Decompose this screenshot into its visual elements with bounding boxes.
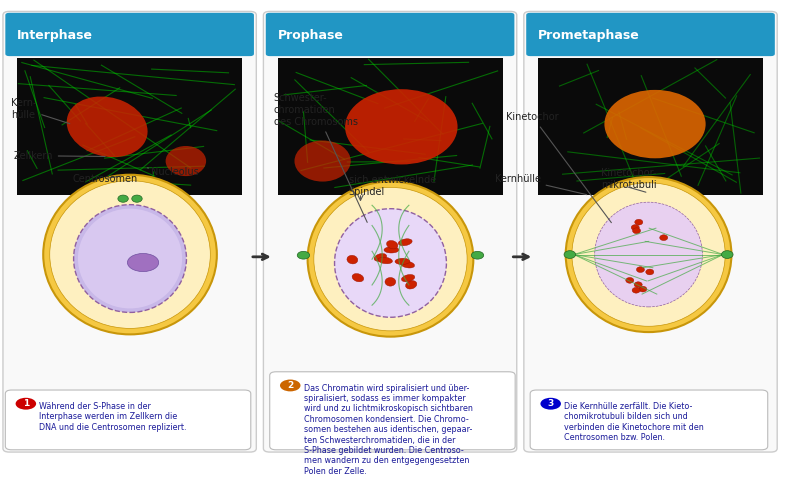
Ellipse shape [604, 90, 706, 158]
Ellipse shape [395, 258, 410, 265]
Text: Nucleolus: Nucleolus [147, 167, 199, 177]
Text: Kern-
hülle: Kern- hülle [11, 98, 70, 123]
Circle shape [16, 398, 36, 410]
Circle shape [128, 253, 158, 271]
FancyBboxPatch shape [530, 390, 767, 450]
Bar [278, 58, 503, 195]
Ellipse shape [78, 209, 182, 308]
Circle shape [540, 398, 561, 410]
Ellipse shape [406, 281, 417, 289]
Text: Kinetochor: Kinetochor [507, 112, 611, 222]
FancyBboxPatch shape [6, 390, 251, 450]
Ellipse shape [378, 257, 393, 264]
FancyBboxPatch shape [524, 11, 777, 452]
Bar [530, 15, 771, 43]
Ellipse shape [626, 277, 634, 283]
Ellipse shape [118, 195, 128, 202]
Text: Zellkern: Zellkern [13, 151, 105, 161]
FancyBboxPatch shape [266, 13, 514, 56]
Ellipse shape [471, 251, 484, 259]
Ellipse shape [44, 175, 217, 334]
Ellipse shape [67, 97, 147, 157]
FancyBboxPatch shape [270, 372, 515, 450]
Ellipse shape [166, 146, 206, 176]
Ellipse shape [334, 209, 447, 317]
Ellipse shape [345, 89, 458, 165]
Text: 3: 3 [547, 399, 554, 408]
Ellipse shape [565, 177, 732, 332]
Ellipse shape [398, 239, 412, 245]
FancyBboxPatch shape [3, 11, 257, 452]
Ellipse shape [386, 241, 398, 249]
Ellipse shape [572, 183, 725, 326]
Ellipse shape [402, 274, 415, 282]
Ellipse shape [632, 288, 640, 293]
Text: Das Chromatin wird spiralisiert und über-
spiralisiert, sodass es immer kompakte: Das Chromatin wird spiralisiert und über… [303, 384, 473, 476]
Bar [270, 15, 510, 43]
FancyBboxPatch shape [6, 13, 254, 56]
Ellipse shape [634, 220, 643, 225]
Ellipse shape [631, 224, 639, 230]
Bar [10, 15, 250, 43]
Ellipse shape [660, 235, 668, 241]
Ellipse shape [352, 273, 364, 282]
Text: Prometaphase: Prometaphase [538, 29, 640, 42]
Ellipse shape [374, 253, 386, 261]
Ellipse shape [347, 255, 358, 264]
FancyBboxPatch shape [264, 11, 516, 452]
Text: Kernhülle: Kernhülle [495, 173, 587, 195]
FancyBboxPatch shape [526, 13, 775, 56]
Text: Interphase: Interphase [17, 29, 93, 42]
Ellipse shape [297, 251, 310, 259]
Ellipse shape [307, 182, 474, 337]
Ellipse shape [50, 181, 211, 328]
Ellipse shape [595, 202, 703, 307]
Bar [17, 58, 242, 195]
Ellipse shape [645, 269, 654, 275]
Text: Die Kernhülle zerfällt. Die Kieto-
chomikrotubuli bilden sich und
verbinden die : Die Kernhülle zerfällt. Die Kieto- chomi… [564, 402, 704, 442]
Ellipse shape [314, 187, 467, 331]
Ellipse shape [637, 267, 645, 272]
Text: Schwester-
chromatiden
des Chromosoms: Schwester- chromatiden des Chromosoms [274, 94, 367, 222]
Text: Während der S-Phase in der
Interphase werden im Zellkern die
DNA und die Centros: Während der S-Phase in der Interphase we… [40, 402, 187, 432]
Ellipse shape [722, 251, 733, 258]
Text: Prophase: Prophase [278, 29, 344, 42]
Ellipse shape [74, 205, 186, 313]
Text: Centrosomen: Centrosomen [72, 173, 138, 184]
Ellipse shape [634, 282, 642, 288]
Text: 1: 1 [23, 399, 29, 408]
Text: 2: 2 [287, 381, 293, 390]
Ellipse shape [131, 195, 143, 202]
Ellipse shape [384, 247, 399, 253]
Ellipse shape [633, 228, 641, 234]
Text: sich entwickelnde
Spindel: sich entwickelnde Spindel [348, 175, 436, 197]
Ellipse shape [564, 251, 576, 258]
Ellipse shape [385, 277, 396, 286]
Ellipse shape [639, 286, 647, 292]
Bar [538, 58, 763, 195]
Ellipse shape [295, 141, 351, 182]
Ellipse shape [401, 261, 414, 268]
Text: Kinetochor-
mikrotubuli: Kinetochor- mikrotubuli [601, 169, 657, 190]
Circle shape [280, 380, 300, 392]
